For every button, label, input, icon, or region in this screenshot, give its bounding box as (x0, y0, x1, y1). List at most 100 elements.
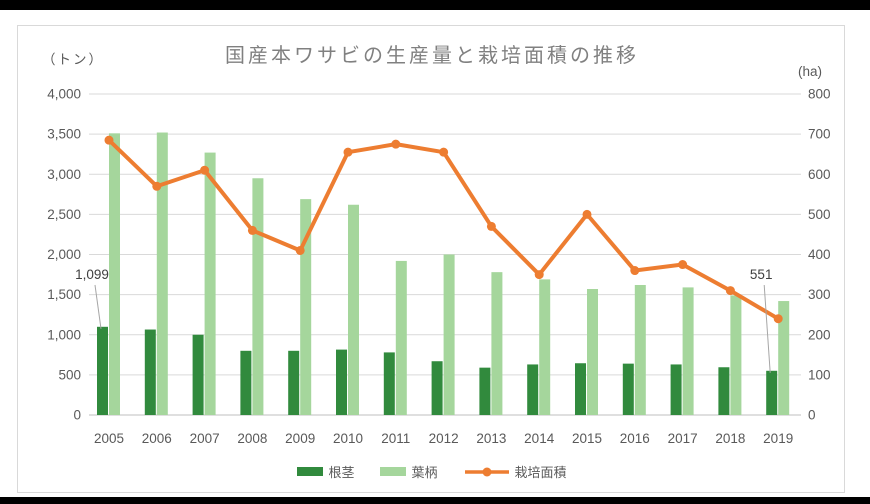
legend-label-rhizome: 根茎 (328, 465, 355, 480)
letterbox-bottom (0, 497, 870, 504)
bar-petiole-2015 (587, 289, 598, 415)
bar-rhizome-2019 (766, 370, 778, 415)
right-axis-tick-label: 400 (808, 247, 831, 262)
annotation-leader-line-2019 (763, 284, 771, 373)
right-axis-tick-label: 300 (808, 287, 831, 302)
x-axis-label-2010: 2010 (333, 431, 363, 446)
right-axis-tick-label: 600 (808, 167, 831, 182)
left-axis-tick-label: 2,500 (47, 207, 81, 222)
area-marker-2019 (773, 314, 783, 324)
left-axis-tick-label: 2,000 (47, 247, 81, 262)
letterbox-top (0, 0, 870, 10)
legend-label-petiole: 葉柄 (411, 465, 438, 480)
petiole-swatch-icon (380, 467, 407, 476)
page-background: 国産本ワサビの生産量と栽培面積の推移 （トン） (ha) 4,000 800 3,5… (0, 10, 870, 497)
bar-rhizome-2018 (718, 367, 730, 415)
bar-petiole-2007 (204, 152, 216, 415)
area-marker-2005 (104, 135, 114, 145)
bar-petiole-2010 (348, 204, 359, 415)
x-axis-label-2017: 2017 (668, 431, 698, 446)
bar-rhizome-2014 (527, 364, 539, 415)
area-marker-2009 (295, 245, 305, 255)
bar-petiole-2008 (252, 178, 264, 415)
x-axis-label-2014: 2014 (524, 431, 555, 446)
annotation-label-2019: 551 (750, 267, 773, 282)
right-axis-unit-label: (ha) (797, 64, 822, 79)
area-marker-2014 (534, 270, 544, 280)
area-marker-2013 (486, 221, 496, 231)
combo-chart-plot: 4,000 800 3,500 700 3,000 600 2,500 500 2,000 400… (47, 87, 831, 447)
bar-petiole-2012 (443, 254, 455, 415)
bar-rhizome-2016 (622, 363, 634, 415)
bar-rhizome-2005 (97, 326, 108, 415)
annotation-label-2005: 1,099 (75, 267, 109, 282)
area-marker-2007 (200, 165, 210, 175)
x-axis-label-2006: 2006 (142, 431, 172, 446)
bar-petiole-2019 (778, 301, 790, 415)
x-axis-label-2007: 2007 (190, 431, 220, 446)
x-axis-label-2019: 2019 (763, 431, 793, 446)
legend-item-rhizome: 根茎 (297, 462, 354, 481)
chart-card: 国産本ワサビの生産量と栽培面積の推移 （トン） (ha) 4,000 800 3,5… (17, 25, 845, 493)
x-axis-label-2016: 2016 (620, 431, 650, 446)
area-marker-2016 (630, 266, 640, 276)
left-axis-tick-label: 4,000 (47, 87, 81, 102)
bar-rhizome-2013 (479, 367, 491, 415)
right-axis-tick-label: 200 (808, 327, 831, 342)
legend-item-petiole: 葉柄 (380, 462, 438, 481)
chart-title: 国産本ワサビの生産量と栽培面積の推移 (225, 45, 639, 67)
bar-petiole-2013 (491, 272, 503, 415)
legend: 根茎 葉柄 栽培面積 (18, 462, 846, 481)
legend-item-area: 栽培面積 (464, 462, 567, 481)
bar-petiole-2009 (300, 199, 312, 415)
area-marker-2010 (343, 147, 353, 157)
x-axis-label-2008: 2008 (237, 431, 267, 446)
x-axis-label-2013: 2013 (476, 431, 506, 446)
right-axis-tick-label: 800 (808, 87, 831, 102)
bar-rhizome-2008 (240, 350, 252, 415)
left-axis-tick-label: 1,000 (47, 327, 81, 342)
area-marker-2011 (391, 139, 401, 149)
x-axis-label-2005: 2005 (94, 431, 124, 446)
bar-petiole-2017 (682, 287, 694, 415)
area-marker-2006 (152, 181, 162, 191)
left-axis-tick-label: 1,500 (47, 287, 81, 302)
area-marker-2015 (582, 209, 592, 219)
bar-petiole-2018 (730, 295, 742, 415)
bar-rhizome-2006 (144, 329, 156, 415)
x-axis-label-2011: 2011 (381, 431, 410, 446)
right-axis-tick-label: 700 (808, 127, 831, 142)
area-marker-2018 (725, 286, 735, 296)
bar-petiole-2005 (109, 133, 120, 415)
bar-rhizome-2017 (670, 364, 682, 415)
x-axis-label-2012: 2012 (429, 431, 459, 446)
bar-petiole-2006 (156, 132, 168, 415)
rhizome-swatch-icon (297, 467, 324, 476)
right-axis-tick-label: 100 (808, 367, 831, 382)
bar-rhizome-2012 (431, 361, 443, 415)
bar-rhizome-2009 (288, 350, 300, 415)
x-axis-label-2018: 2018 (715, 431, 745, 446)
bar-petiole-2011 (395, 260, 407, 415)
left-axis-unit-label: （トン） (42, 52, 104, 67)
bar-rhizome-2007 (192, 334, 204, 415)
area-line-sample-icon (464, 467, 509, 476)
left-axis-tick-label: 3,500 (47, 127, 81, 142)
annotation-leader-line-2005 (94, 284, 102, 329)
bar-petiole-2016 (634, 284, 646, 415)
left-axis-tick-label: 3,000 (47, 167, 81, 182)
area-marker-2008 (247, 225, 257, 235)
x-axis-label-2015: 2015 (572, 431, 602, 446)
bar-rhizome-2011 (383, 352, 395, 415)
legend-label-area: 栽培面積 (514, 465, 567, 480)
area-marker-2012 (439, 147, 449, 157)
bar-petiole-2014 (539, 279, 551, 415)
area-marker-2017 (678, 260, 688, 270)
bar-rhizome-2010 (336, 349, 347, 415)
bar-rhizome-2015 (575, 363, 586, 415)
x-axis-label-2009: 2009 (285, 431, 315, 446)
left-axis-tick-label: 500 (58, 367, 81, 382)
left-axis-tick-label: 0 (73, 408, 81, 423)
right-axis-tick-label: 500 (808, 207, 831, 222)
right-axis-tick-label: 0 (808, 408, 816, 423)
